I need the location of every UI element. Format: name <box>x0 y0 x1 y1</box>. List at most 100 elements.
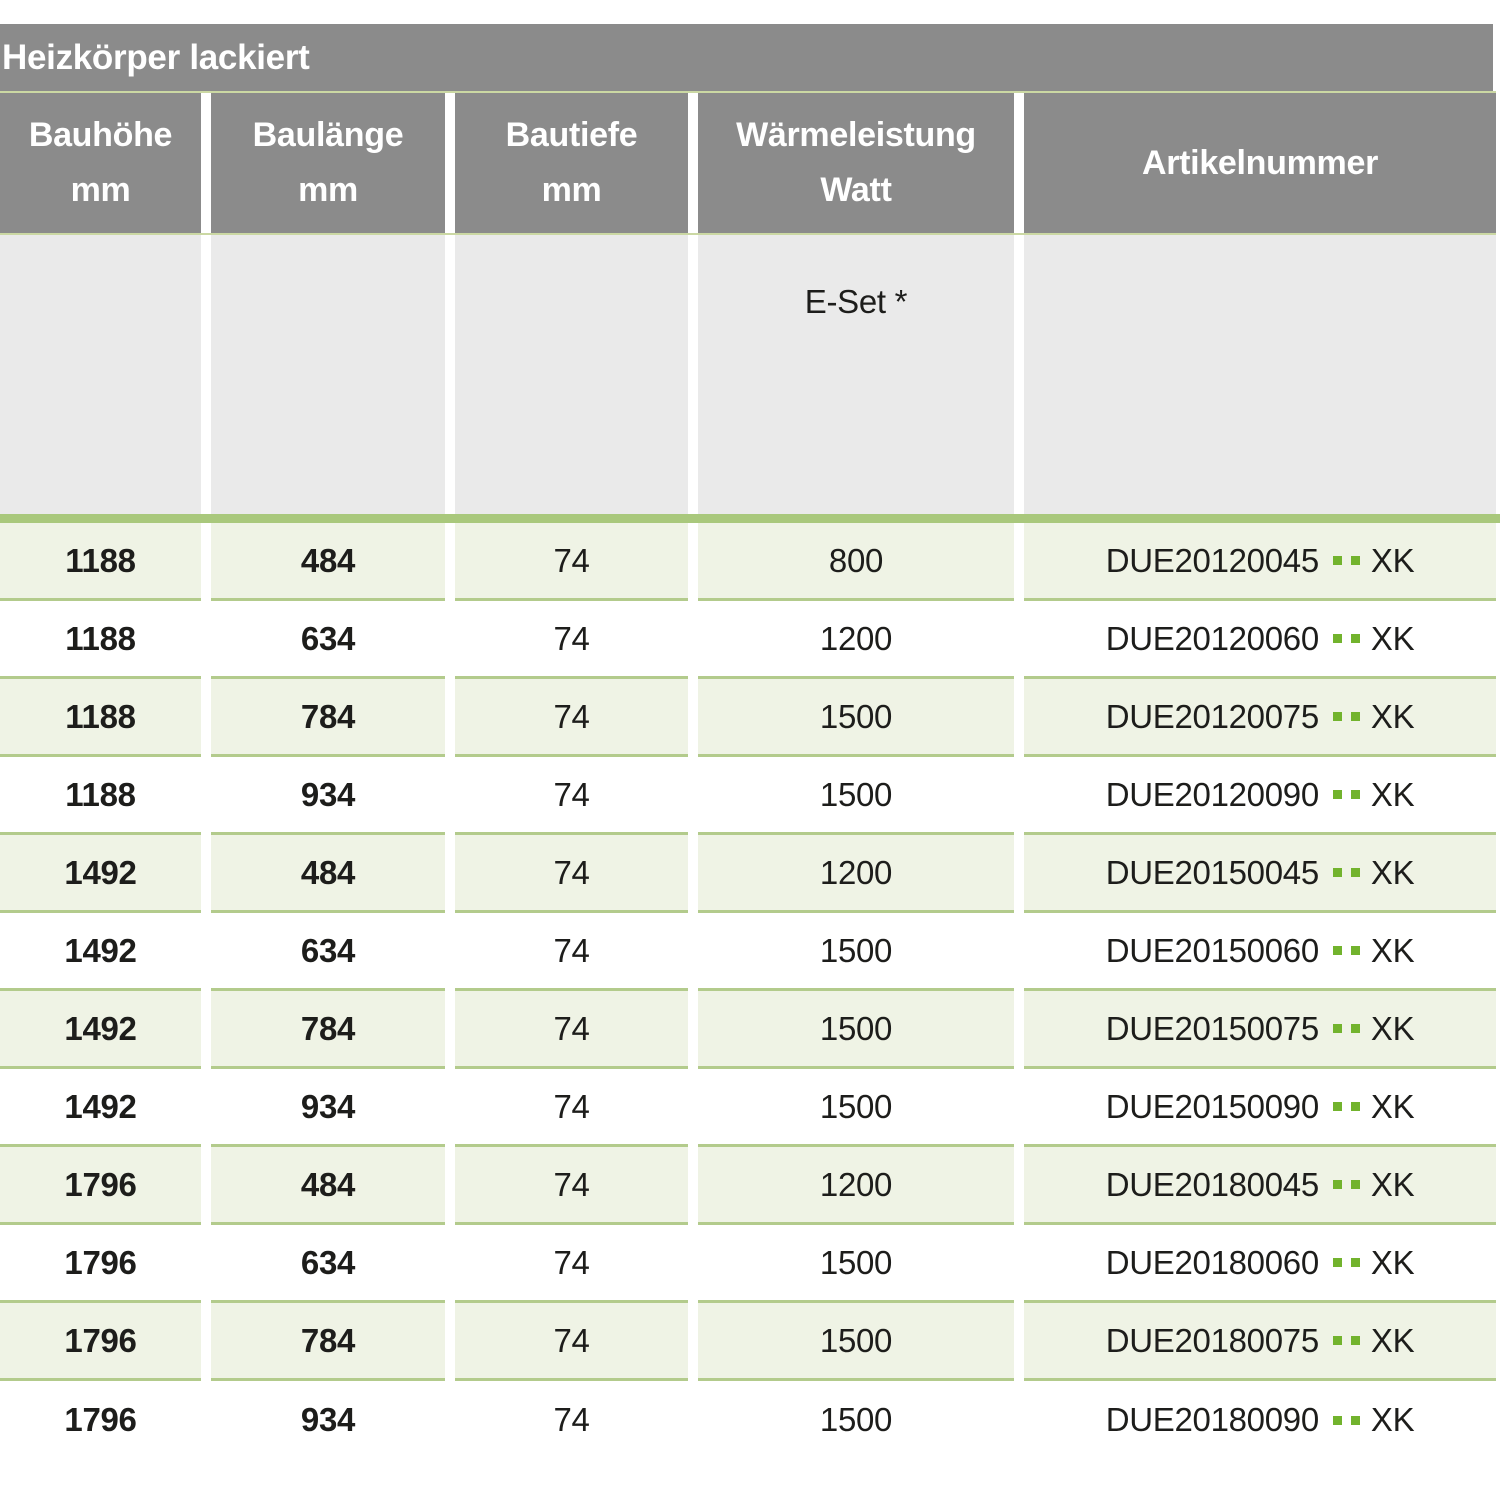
cell-artikelnummer: DUE20120090 XK <box>1024 757 1496 835</box>
cell-bautiefe: 74 <box>455 601 688 679</box>
column-header-label: Bauhöhe <box>28 116 173 154</box>
artikelnummer-prefix: DUE20120075 <box>1105 697 1320 735</box>
artikelnummer-suffix: XK <box>1370 1243 1415 1281</box>
title-divider-line <box>0 91 1496 93</box>
artikelnummer-prefix: DUE20150090 <box>1105 1087 1320 1125</box>
artikelnummer-prefix: DUE20150045 <box>1105 853 1320 891</box>
artikelnummer-prefix: DUE20150075 <box>1105 1009 1320 1047</box>
cell-watt: 1500 <box>698 679 1014 757</box>
cell-bautiefe: 74 <box>455 1303 688 1381</box>
artikelnummer-suffix: XK <box>1370 619 1415 657</box>
placeholder-dot-icon <box>1350 1024 1360 1033</box>
cell-artikelnummer: DUE20180060 XK <box>1024 1225 1496 1303</box>
column-header-waermeleistung: Wärmeleistung Watt <box>698 93 1014 233</box>
artikelnummer-prefix: DUE20150060 <box>1105 931 1320 969</box>
subheader-row: E-Set * <box>0 235 1496 514</box>
cell-baulaenge: 484 <box>211 835 445 913</box>
artikelnummer-prefix: DUE20120090 <box>1105 775 1320 813</box>
placeholder-dot-icon <box>1332 1258 1342 1267</box>
cell-bauhoehe: 1492 <box>0 991 201 1069</box>
cell-baulaenge: 784 <box>211 1303 445 1381</box>
cell-watt: 1200 <box>698 835 1014 913</box>
artikelnummer-prefix: DUE20120045 <box>1105 541 1320 579</box>
column-header-unit: mm <box>298 171 358 209</box>
column-header-bauhoehe: Bauhöhe mm <box>0 93 201 233</box>
placeholder-dot-icon <box>1332 712 1342 721</box>
artikelnummer-prefix: DUE20180090 <box>1105 1401 1320 1438</box>
cell-bauhoehe: 1796 <box>0 1303 201 1381</box>
column-header-label: Baulänge <box>252 116 404 154</box>
placeholder-dot-icon <box>1350 1102 1360 1111</box>
column-header-label: Bautiefe <box>505 116 638 154</box>
subheader-cell-baulaenge <box>211 235 445 514</box>
cell-artikelnummer: DUE20120045 XK <box>1024 523 1496 601</box>
table-title-bar: Heizkörper lackiert <box>0 24 1493 91</box>
table-row: 1796 934 74 1500 DUE20180090 XK <box>0 1381 1496 1459</box>
placeholder-dot-icon <box>1350 946 1360 955</box>
eset-label: E-Set * <box>804 283 908 320</box>
placeholder-dot-icon <box>1332 946 1342 955</box>
cell-bauhoehe: 1188 <box>0 601 201 679</box>
cell-bautiefe: 74 <box>455 1147 688 1225</box>
table-row: 1492 784 74 1500 DUE20150075 XK <box>0 991 1496 1069</box>
cell-bauhoehe: 1188 <box>0 523 201 601</box>
column-header-artikelnummer: Artikelnummer <box>1024 93 1496 233</box>
table-body-top-bar <box>0 514 1500 523</box>
table-row: 1188 784 74 1500 DUE20120075 XK <box>0 679 1496 757</box>
column-header-unit: Watt <box>820 171 892 209</box>
placeholder-dot-icon <box>1332 1336 1342 1345</box>
table-row: 1796 484 74 1200 DUE20180045 XK <box>0 1147 1496 1225</box>
placeholder-dot-icon <box>1332 868 1342 877</box>
table-row: 1188 634 74 1200 DUE20120060 XK <box>0 601 1496 679</box>
cell-watt: 1200 <box>698 1147 1014 1225</box>
cell-bautiefe: 74 <box>455 1069 688 1147</box>
table-row: 1796 634 74 1500 DUE20180060 XK <box>0 1225 1496 1303</box>
cell-bauhoehe: 1188 <box>0 679 201 757</box>
placeholder-dot-icon <box>1332 1415 1342 1425</box>
cell-bautiefe: 74 <box>455 1381 688 1459</box>
placeholder-dot-icon <box>1332 1102 1342 1111</box>
cell-artikelnummer: DUE20180075 XK <box>1024 1303 1496 1381</box>
cell-artikelnummer: DUE20120060 XK <box>1024 601 1496 679</box>
cell-bautiefe: 74 <box>455 523 688 601</box>
cell-artikelnummer: DUE20150075 XK <box>1024 991 1496 1069</box>
cell-artikelnummer: DUE20150060 XK <box>1024 913 1496 991</box>
artikelnummer-prefix: DUE20180045 <box>1105 1165 1320 1203</box>
cell-baulaenge: 784 <box>211 679 445 757</box>
placeholder-dot-icon <box>1350 634 1360 643</box>
placeholder-dot-icon <box>1350 790 1360 799</box>
placeholder-dot-icon <box>1350 556 1360 565</box>
table-row: 1188 934 74 1500 DUE20120090 XK <box>0 757 1496 835</box>
cell-artikelnummer: DUE20150045 XK <box>1024 835 1496 913</box>
cell-artikelnummer: DUE20180045 XK <box>1024 1147 1496 1225</box>
cell-baulaenge: 934 <box>211 757 445 835</box>
table-row: 1188 484 74 800 DUE20120045 XK <box>0 523 1496 601</box>
cell-watt: 1500 <box>698 913 1014 991</box>
cell-bautiefe: 74 <box>455 991 688 1069</box>
subheader-cell-bautiefe <box>455 235 688 514</box>
header-divider-line <box>0 233 1496 235</box>
table-row: 1796 784 74 1500 DUE20180075 XK <box>0 1303 1496 1381</box>
cell-bauhoehe: 1492 <box>0 913 201 991</box>
cell-baulaenge: 634 <box>211 913 445 991</box>
column-header-row: Bauhöhe mm Baulänge mm Bautiefe mm Wärme… <box>0 93 1496 233</box>
placeholder-dot-icon <box>1350 1336 1360 1345</box>
column-header-baulaenge: Baulänge mm <box>211 93 445 233</box>
cell-baulaenge: 484 <box>211 523 445 601</box>
cell-bauhoehe: 1796 <box>0 1147 201 1225</box>
table-row: 1492 934 74 1500 DUE20150090 XK <box>0 1069 1496 1147</box>
placeholder-dot-icon <box>1332 556 1342 565</box>
table-body: 1188 484 74 800 DUE20120045 XK 1188 634 … <box>0 523 1500 1459</box>
cell-bauhoehe: 1188 <box>0 757 201 835</box>
cell-baulaenge: 634 <box>211 1225 445 1303</box>
artikelnummer-suffix: XK <box>1370 931 1415 969</box>
placeholder-dot-icon <box>1350 1415 1360 1425</box>
artikelnummer-suffix: XK <box>1370 775 1415 813</box>
subheader-cell-artikelnummer <box>1024 235 1496 514</box>
placeholder-dot-icon <box>1332 790 1342 799</box>
artikelnummer-suffix: XK <box>1370 1165 1415 1203</box>
artikelnummer-prefix: DUE20120060 <box>1105 619 1320 657</box>
artikelnummer-suffix: XK <box>1370 1401 1415 1438</box>
cell-watt: 1200 <box>698 601 1014 679</box>
